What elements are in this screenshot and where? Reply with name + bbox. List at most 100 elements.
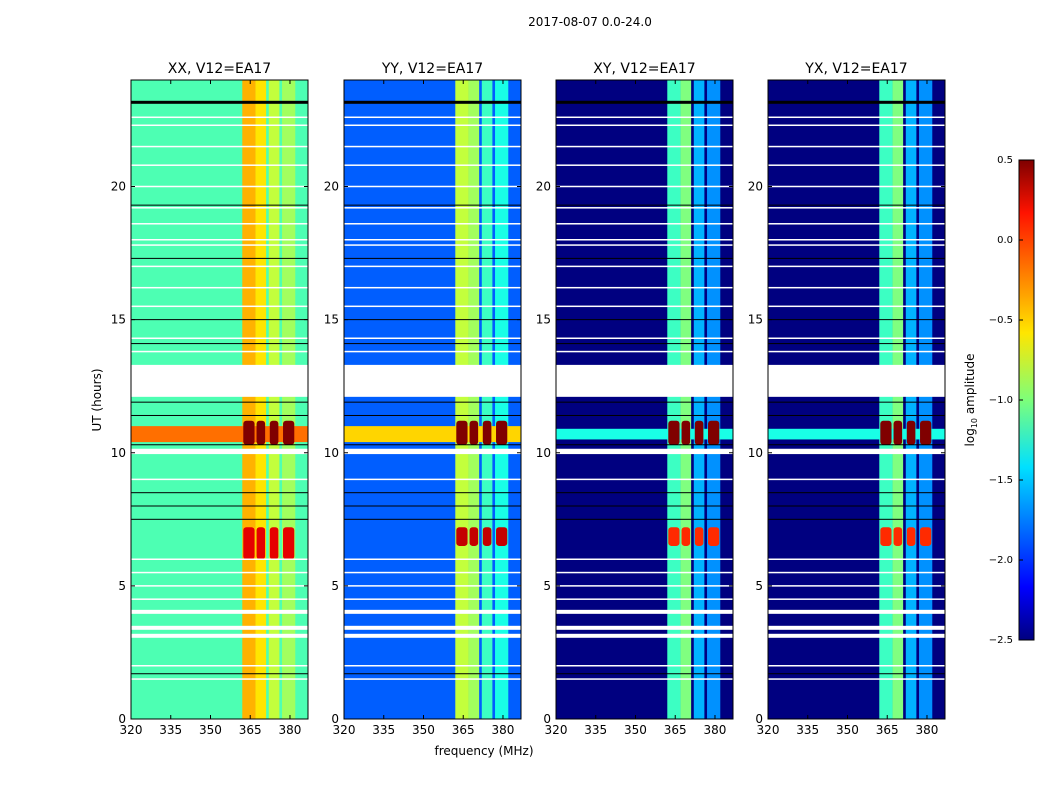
y-tick-label: 10 — [536, 446, 551, 460]
black-line — [131, 518, 308, 520]
flagged-line — [768, 116, 945, 119]
flagged-gap — [131, 364, 308, 397]
colorbar-tick-label: −1.0 — [989, 395, 1013, 406]
y-tick-label: 5 — [755, 579, 763, 593]
y-tick-label: 15 — [536, 313, 551, 327]
black-line — [768, 343, 945, 345]
flagged-gap — [768, 448, 945, 455]
flagged-line — [344, 678, 521, 680]
x-tick-label: 335 — [796, 723, 819, 737]
panel-title: XX, V12=EA17 — [168, 61, 271, 77]
black-line — [344, 401, 521, 403]
flagged-line — [131, 145, 308, 148]
y-tick-label: 5 — [543, 579, 551, 593]
flagged-line — [131, 124, 308, 127]
black-line — [131, 492, 308, 494]
flagged-line — [768, 124, 945, 127]
black-line — [556, 100, 733, 104]
flagged-line — [556, 678, 733, 680]
flagged-gap — [556, 633, 733, 638]
black-line — [344, 492, 521, 494]
colorbar-tick-label: −0.5 — [989, 315, 1013, 326]
flagged-line — [556, 305, 733, 308]
heatmap-hot-cell — [469, 527, 479, 546]
flagged-gap — [131, 609, 308, 614]
flagged-line — [556, 598, 733, 600]
flagged-line — [768, 598, 945, 600]
heatmap-hot-cell — [243, 527, 255, 560]
heatmap-band — [481, 80, 493, 719]
y-tick-label: 10 — [111, 446, 126, 460]
flagged-line — [344, 207, 521, 209]
axes-frame — [555, 79, 734, 720]
x-tick-label: 320 — [757, 723, 780, 737]
flagged-gap — [556, 364, 733, 397]
black-line — [768, 444, 945, 446]
heatmap-hot-cell — [880, 420, 892, 445]
black-line — [556, 257, 733, 259]
flagged-line — [556, 145, 733, 148]
flagged-line — [344, 305, 521, 308]
black-line — [768, 100, 945, 104]
flagged-line — [131, 678, 308, 680]
heatmap-band — [282, 80, 296, 719]
y-tick-label: 5 — [118, 579, 126, 593]
flagged-line — [556, 265, 733, 268]
heatmap-hot-cell — [694, 420, 704, 445]
flagged-line — [768, 585, 945, 587]
heatmap-background — [131, 80, 308, 719]
x-tick-label: 365 — [452, 723, 475, 737]
black-line — [344, 100, 521, 104]
axes-frame — [343, 79, 522, 720]
colorbar-label: log10 amplitude — [963, 354, 979, 447]
heatmap-hot-cell — [269, 420, 279, 445]
panel-3: YX, V12=EA17 320 335 350 365 380 0 5 10 15 20 — [748, 61, 946, 737]
heatmap-band — [455, 80, 469, 719]
heatmap-hot-cell — [256, 527, 266, 560]
heatmap-band — [892, 80, 904, 719]
flagged-line — [131, 585, 308, 587]
black-line — [768, 673, 945, 675]
heatmap-hot-cell — [668, 527, 680, 546]
heatmap-hot-row — [556, 428, 733, 440]
flagged-line — [131, 571, 308, 574]
flagged-line — [344, 558, 521, 560]
flagged-line — [556, 558, 733, 560]
x-tick-label: 320 — [120, 723, 143, 737]
black-line — [344, 518, 521, 520]
flagged-line — [768, 558, 945, 560]
flagged-line — [131, 207, 308, 209]
black-line — [556, 319, 733, 321]
flagged-line — [768, 145, 945, 148]
flagged-line — [131, 223, 308, 225]
x-tick-label: 335 — [372, 723, 395, 737]
black-line — [556, 492, 733, 494]
flagged-line — [768, 244, 945, 246]
heatmap-hot-row — [131, 426, 308, 443]
heatmap-hot-cell — [668, 420, 680, 445]
flagged-gap — [768, 609, 945, 614]
flagged-line — [344, 244, 521, 246]
heatmap-band — [905, 80, 917, 719]
flagged-line — [768, 185, 945, 188]
heatmap-hot-cell — [283, 527, 295, 560]
flagged-line — [768, 665, 945, 667]
heatmap-band — [879, 80, 893, 719]
heatmap-hot-row — [768, 428, 945, 440]
flagged-line — [131, 185, 308, 188]
x-tick-label: 380 — [916, 723, 939, 737]
flagged-line — [344, 223, 521, 225]
heatmap-band — [495, 80, 509, 719]
flagged-line — [131, 305, 308, 308]
flagged-line — [344, 337, 521, 340]
black-line — [768, 414, 945, 416]
flagged-line — [768, 223, 945, 225]
flagged-gap — [344, 609, 521, 614]
flagged-gap — [131, 625, 308, 630]
x-tick-label: 350 — [199, 723, 222, 737]
black-line — [556, 673, 733, 675]
x-tick-label: 350 — [412, 723, 435, 737]
black-line — [768, 204, 945, 206]
